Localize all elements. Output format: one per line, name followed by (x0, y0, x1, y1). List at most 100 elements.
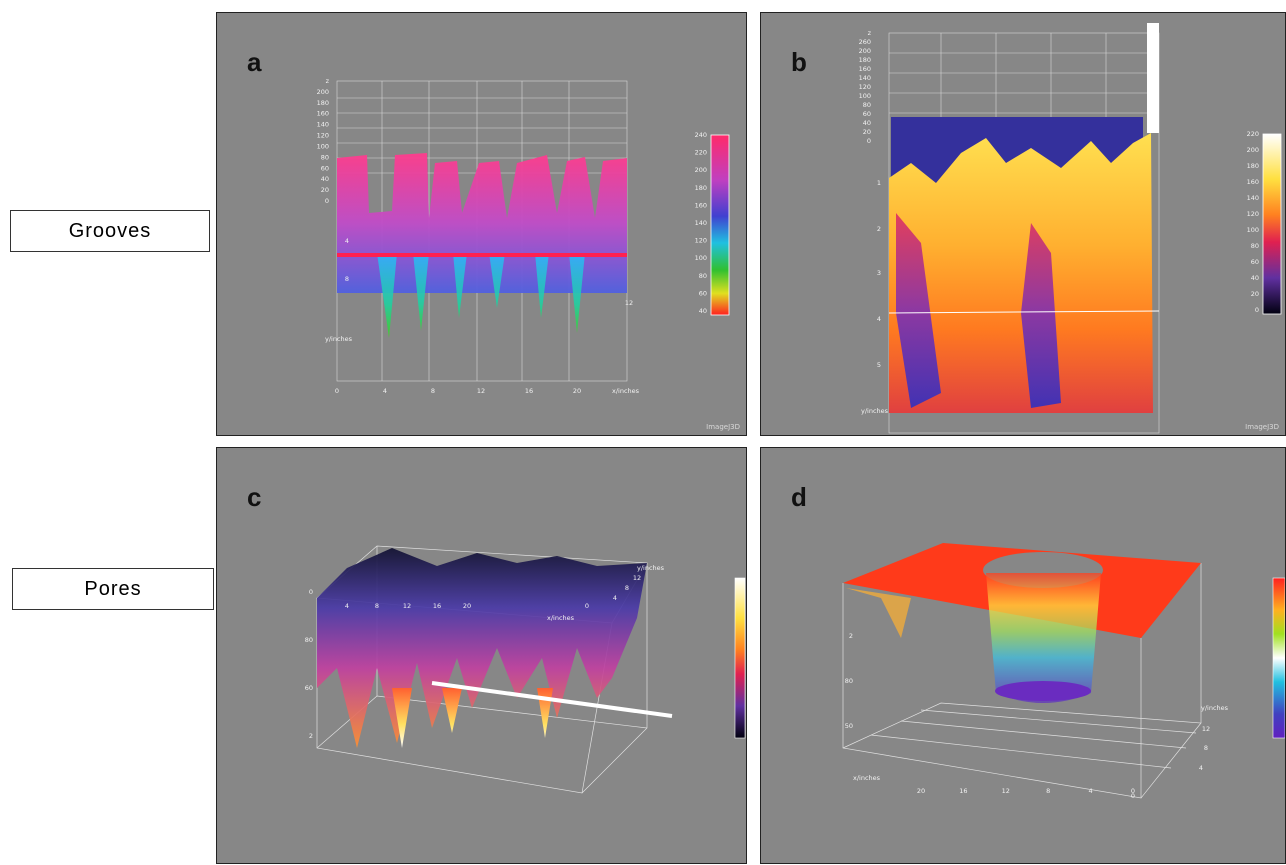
watermark: ImageJ3D (706, 423, 740, 431)
surface (337, 153, 627, 338)
row-label: Grooves (10, 210, 210, 252)
z-tick-label: z (326, 77, 330, 85)
x-tick-label: 0 (335, 387, 339, 395)
y-tick-label: 0 (585, 602, 589, 610)
y-tick-label: 0 (1131, 792, 1135, 800)
colorbar (1273, 578, 1285, 738)
x-tick-label: 20 (917, 787, 925, 795)
y-tick-label: 4 (1199, 764, 1203, 772)
y-tick-label: 4 (345, 237, 349, 245)
z-tick-label: 40 (863, 119, 871, 127)
colorbar-tick-label: 40 (699, 307, 707, 315)
colorbar-tick-label: 200 (1247, 146, 1259, 154)
panel-plot: bImageJ3D220200180160140120100806040200z… (761, 13, 1285, 435)
z-tick-label: 80 (305, 636, 313, 644)
colorbar-tick-label: 0 (1255, 306, 1259, 314)
z-tick-label: z (868, 29, 872, 37)
z-tick-label: 80 (321, 153, 329, 161)
panel-letter: d (791, 482, 807, 512)
colorbar-tick-label: 140 (1247, 194, 1259, 202)
axis-label: y/inches (637, 564, 665, 572)
x-tick-label: 12 (1002, 787, 1010, 795)
z-tick-label: 2 (849, 632, 853, 640)
x-tick-label: 12 (477, 387, 485, 395)
colorbar-tick-label: 160 (695, 201, 707, 209)
row-label: Pores (12, 568, 214, 610)
z-tick-label: 60 (321, 164, 329, 172)
colorbar-tick-label: 60 (1251, 258, 1259, 266)
z-tick-label: 80 (863, 101, 871, 109)
page: {"rows": [{"label": "Grooves"}, {"label"… (0, 0, 1286, 864)
x-tick-label: 20 (573, 387, 581, 395)
z-tick-label: 180 (317, 99, 329, 107)
colorbar-tick-label: 140 (695, 219, 707, 227)
z-tick-label: 0 (325, 197, 329, 205)
colorbar (735, 578, 745, 738)
watermark: ImageJ3D (1245, 423, 1279, 431)
axis-label: x/inches (853, 774, 881, 782)
y-tick-label: 12 (633, 574, 641, 582)
z-tick-label: 80 (845, 677, 853, 685)
colorbar-tick-label: 40 (1251, 274, 1259, 282)
z-tick-label: 20 (863, 128, 871, 136)
colorbar-tick-label: 120 (695, 237, 707, 245)
colorbar-tick-label: 160 (1247, 178, 1259, 186)
colorbar-tick-label: 80 (1251, 242, 1259, 250)
x-tick-label: 4 (1089, 787, 1093, 795)
z-tick-label: 0 (867, 137, 871, 145)
z-tick-label: 140 (317, 121, 329, 129)
y-tick-label: 8 (1204, 744, 1208, 752)
colorbar-tick-label: 60 (699, 289, 707, 297)
x-tick-label: 16 (959, 787, 967, 795)
z-tick-label: 100 (859, 92, 871, 100)
colorbar-tick-label: 100 (695, 254, 707, 262)
z-tick-label: 120 (317, 132, 329, 140)
z-tick-label: 0 (309, 588, 313, 596)
x-tick-label: 8 (431, 387, 435, 395)
z-tick-label: 40 (321, 175, 329, 183)
z-tick-label: 60 (305, 684, 313, 692)
colorbar (711, 135, 729, 315)
colorbar-tick-label: 240 (695, 131, 707, 139)
z-tick-label: 2 (309, 732, 313, 740)
y-tick-label: 1 (877, 179, 881, 187)
colorbar-tick-label: 120 (1247, 210, 1259, 218)
colorbar-tick-label: 180 (695, 184, 707, 192)
y-tick-label: 4 (877, 315, 881, 323)
z-tick-label: 120 (859, 83, 871, 91)
colorbar-tick-label: 80 (699, 272, 707, 280)
x-tick-label: 4 (345, 602, 349, 610)
x-tick-label: 12 (403, 602, 411, 610)
x-tick-label: 20 (463, 602, 471, 610)
y-tick-label: 12 (625, 299, 633, 307)
axis-label: y/inches (325, 335, 353, 343)
x-tick-label: 4 (383, 387, 387, 395)
x-tick-label: 16 (525, 387, 533, 395)
z-tick-label: 20 (321, 186, 329, 194)
z-tick-label: 200 (317, 88, 329, 96)
z-tick-label: 60 (863, 110, 871, 118)
z-tick-label: 160 (859, 65, 871, 73)
z-tick-label: 50 (845, 722, 853, 730)
y-tick-label: 8 (345, 275, 349, 283)
surface (843, 543, 1201, 703)
panel-plot: aImageJ3D240220200180160140120100806040z… (217, 13, 746, 435)
surface (317, 548, 672, 748)
colorbar-tick-label: 100 (1247, 226, 1259, 234)
axis-label: y/inches (861, 407, 889, 415)
axis-label: x/inches (612, 387, 640, 395)
y-tick-label: 3 (877, 269, 881, 277)
y-tick-label: 12 (1202, 725, 1210, 733)
y-tick-label: 2 (877, 225, 881, 233)
colorbar-tick-label: 220 (695, 149, 707, 157)
colorbar-tick-label: 20 (1251, 290, 1259, 298)
y-tick-label: 4 (613, 594, 617, 602)
colorbar-tick-label: 220 (1247, 130, 1259, 138)
colorbar-tick-label: 200 (695, 166, 707, 174)
